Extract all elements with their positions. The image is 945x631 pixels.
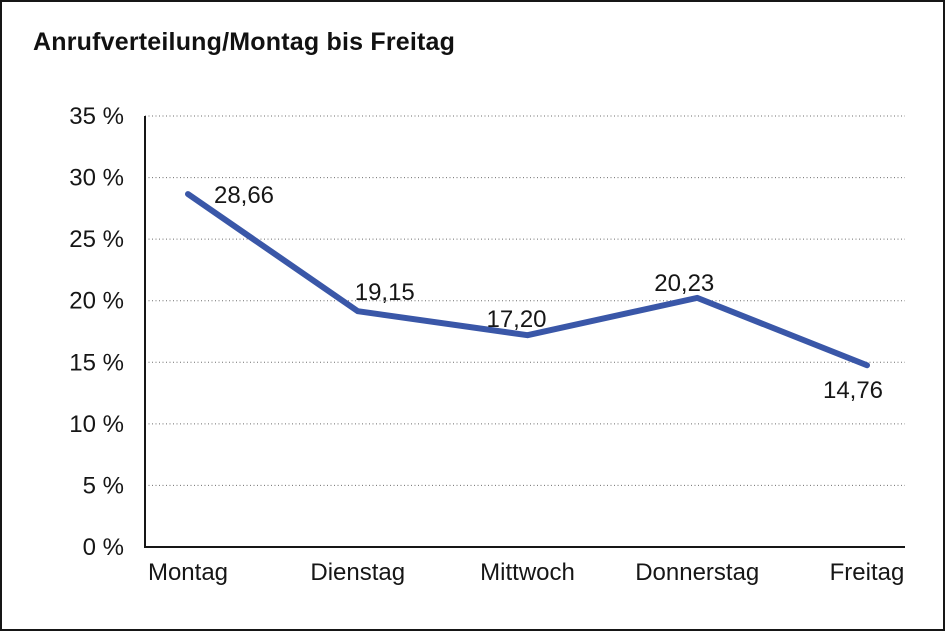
data-point-label: 14,76 [823,377,883,404]
y-axis-tick-label: 25 % [69,226,124,253]
y-axis-tick-label: 5 % [83,472,124,499]
y-axis-tick-label: 15 % [69,349,124,376]
data-point-label: 28,66 [214,182,274,209]
data-series-line [185,191,870,369]
x-axis-category-label: Montag [148,559,228,586]
data-point-label: 19,15 [355,279,415,306]
y-axis-tick-label: 0 % [83,534,124,561]
x-axis-category-label: Dienstag [310,559,405,586]
chart-title: Anrufverteilung/Montag bis Freitag [33,28,456,56]
x-axis-category-label: Freitag [830,559,905,586]
data-point-label: 17,20 [486,306,546,333]
y-axis-tick-label: 10 % [69,411,124,438]
x-axis-category-label: Donnerstag [635,559,759,586]
y-axis-tick-label: 35 % [69,103,124,130]
x-axis-category-label: Mittwoch [480,559,575,586]
y-axis-tick-label: 30 % [69,165,124,192]
data-point-label: 20,23 [654,270,714,297]
y-axis-tick-label: 20 % [69,288,124,315]
